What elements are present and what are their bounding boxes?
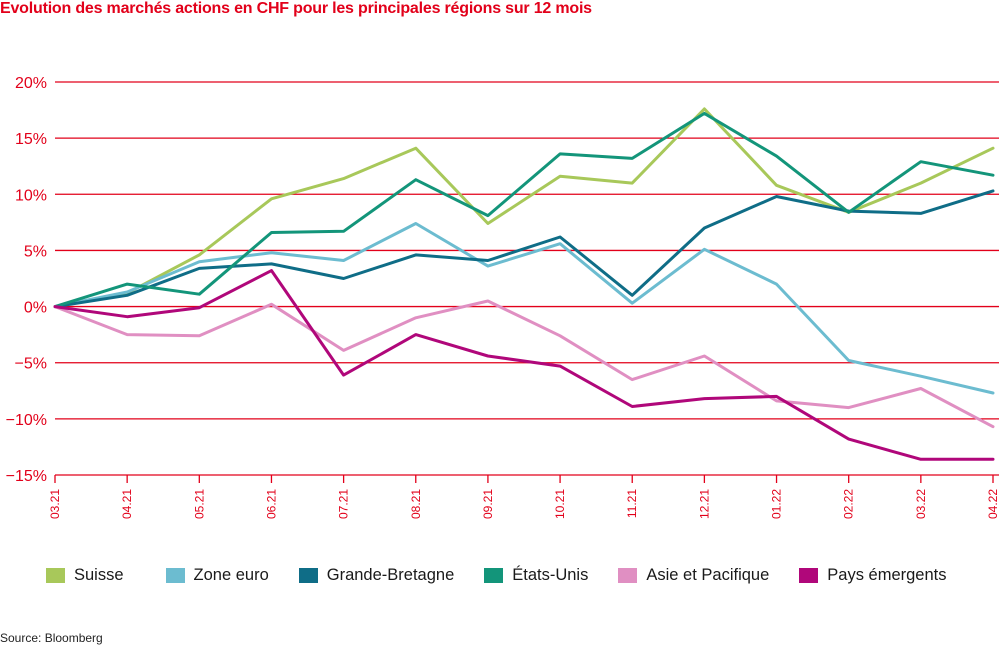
y-tick-label: 20% <box>15 75 47 92</box>
x-tick-label: 03.21 <box>48 489 62 519</box>
series-line-2 <box>53 189 995 309</box>
line-chart: 20% 15% 10% 5% 0% −5% −10% −15% 03.21 04.21 05.21… <box>6 75 999 519</box>
legend-label: Suisse <box>74 566 124 584</box>
x-tick-label: 12.21 <box>697 489 711 519</box>
x-tick-label: 07.21 <box>337 489 351 519</box>
gridlines <box>55 81 999 476</box>
chart-title: Evolution des marchés actions en CHF pou… <box>0 0 592 17</box>
x-tick-label: 09.21 <box>481 489 495 519</box>
series-line-3 <box>53 111 995 309</box>
x-axis-ticks: 03.21 04.21 05.21 06.21 07.21 08.21 09.21 10.21… <box>48 475 999 519</box>
y-tick-label: 10% <box>15 187 47 204</box>
legend: Suisse Zone euro Grande-Bretagne États-Unis… <box>46 566 947 585</box>
x-tick-label: 01.22 <box>770 489 784 519</box>
y-tick-label: −15% <box>6 468 47 485</box>
legend-swatch <box>298 568 318 583</box>
x-tick-label: 04.21 <box>120 489 134 519</box>
legend-item: Pays émergents <box>799 566 947 585</box>
series-line-4 <box>53 299 995 429</box>
legend-swatch <box>165 568 185 583</box>
x-tick-label: 05.21 <box>192 489 206 519</box>
series-line-1 <box>53 222 995 395</box>
x-tick-label: 02.22 <box>842 489 856 519</box>
x-tick-label: 06.21 <box>264 489 278 519</box>
legend-swatch <box>484 568 504 583</box>
legend-swatch <box>46 568 65 583</box>
series-line-5 <box>53 269 995 461</box>
y-tick-label: −5% <box>15 356 47 373</box>
y-tick-label: 0% <box>24 300 47 317</box>
legend-item: États-Unis <box>484 566 588 585</box>
legend-label: Pays émergents <box>827 566 947 584</box>
legend-label: Asie et Pacifique <box>646 566 770 584</box>
x-tick-label: 04.22 <box>986 489 999 519</box>
legend-item: Suisse <box>46 566 124 585</box>
x-tick-label: 11.21 <box>625 489 639 518</box>
y-tick-label: 5% <box>24 243 47 260</box>
x-tick-label: 03.22 <box>914 489 928 519</box>
y-tick-label: −10% <box>6 412 47 429</box>
legend-label: États-Unis <box>512 566 589 584</box>
legend-swatch <box>618 568 638 583</box>
x-tick-label: 10.21 <box>553 489 567 519</box>
y-tick-label: 15% <box>15 131 47 148</box>
legend-item: Asie et Pacifique <box>618 566 769 585</box>
legend-label: Zone euro <box>193 566 269 584</box>
series-lines <box>53 107 995 461</box>
legend-item: Zone euro <box>165 566 269 585</box>
legend-label: Grande-Bretagne <box>326 566 455 584</box>
y-axis-ticks: 20% 15% 10% 5% 0% −5% −10% −15% <box>6 75 47 485</box>
x-tick-label: 08.21 <box>409 489 423 519</box>
legend-swatch <box>799 568 819 583</box>
legend-item: Grande-Bretagne <box>298 566 455 585</box>
source-note: Source: Bloomberg <box>0 631 103 645</box>
